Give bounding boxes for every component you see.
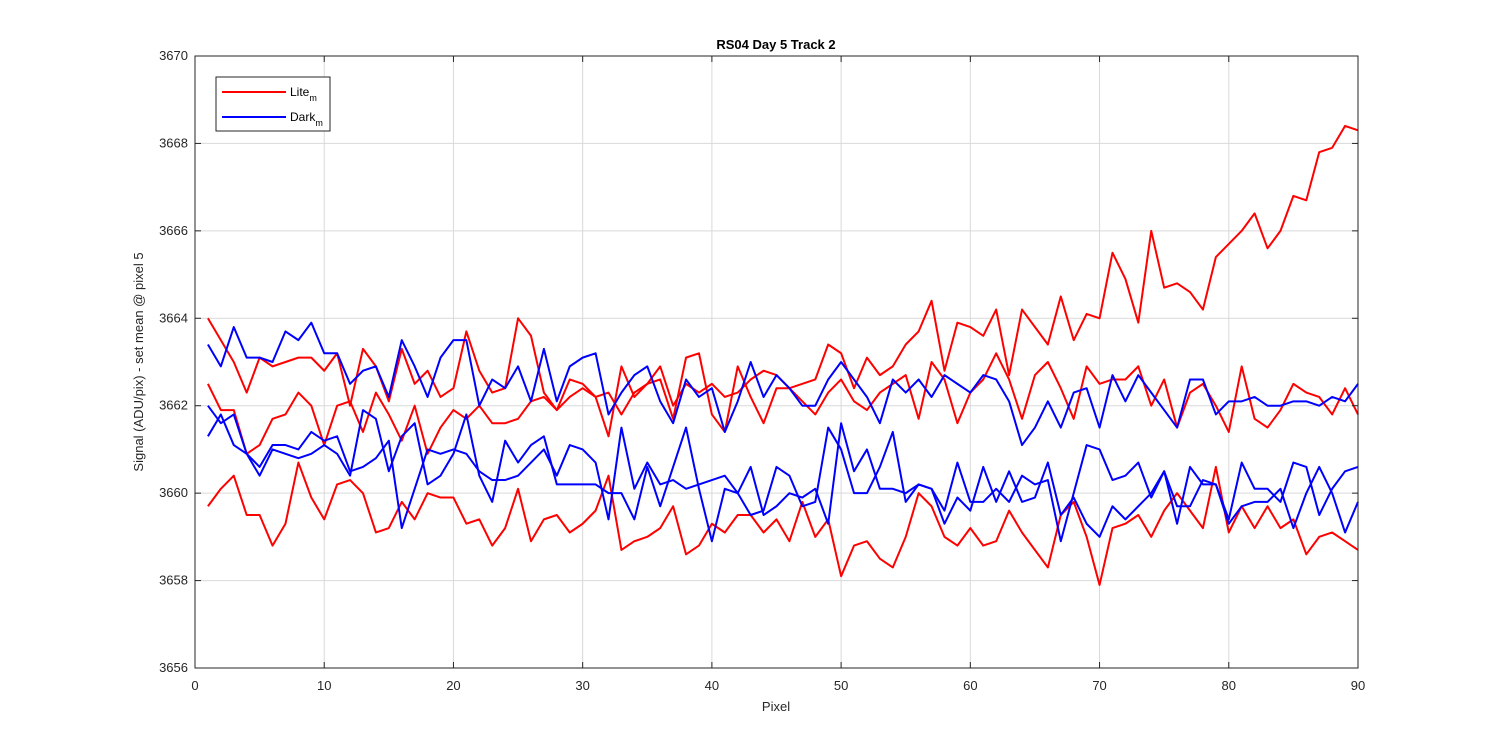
series-line-lite-1 [207, 124, 1359, 438]
y-tick-label: 3664 [159, 310, 188, 325]
y-axis-title: Signal (ADU/pix) - set mean @ pixel 5 [131, 252, 146, 471]
legend-label-lite: Litem [290, 85, 317, 103]
legend: Litem Darkm [215, 76, 331, 132]
y-tick-label: 3668 [159, 135, 188, 150]
x-tick-label: 80 [1222, 678, 1236, 693]
y-tick-label: 3656 [159, 660, 188, 675]
x-tick-label: 10 [317, 678, 331, 693]
y-tick-label: 3658 [159, 573, 188, 588]
series-line-dark-1 [207, 321, 1359, 447]
legend-box [215, 76, 331, 132]
plot-area [195, 56, 1358, 668]
x-tick-label: 90 [1351, 678, 1365, 693]
x-tick-label: 30 [575, 678, 589, 693]
plot-frame [194, 55, 1359, 669]
series-layer [207, 124, 1359, 586]
x-axis-title: Pixel [762, 699, 790, 714]
x-tick-label: 20 [446, 678, 460, 693]
y-tick-label: 3666 [159, 223, 188, 238]
x-tick-label: 70 [1092, 678, 1106, 693]
y-tick-label: 3670 [159, 48, 188, 63]
legend-label-dark: Darkm [290, 110, 323, 128]
series-line-lite-3 [207, 461, 1359, 586]
x-tick-label: 40 [705, 678, 719, 693]
chart-title: RS04 Day 5 Track 2 [716, 37, 835, 52]
series-line-dark-3 [207, 405, 1359, 543]
axis-ticks: 0 10 20 30 40 50 60 70 80 90 3656 3658 3660 3662 3664 3… [159, 48, 1365, 693]
x-tick-label: 50 [834, 678, 848, 693]
y-tick-label: 3662 [159, 398, 188, 413]
x-tick-label: 0 [191, 678, 198, 693]
grid [195, 56, 1358, 668]
x-tick-label: 60 [963, 678, 977, 693]
y-tick-label: 3660 [159, 485, 188, 500]
